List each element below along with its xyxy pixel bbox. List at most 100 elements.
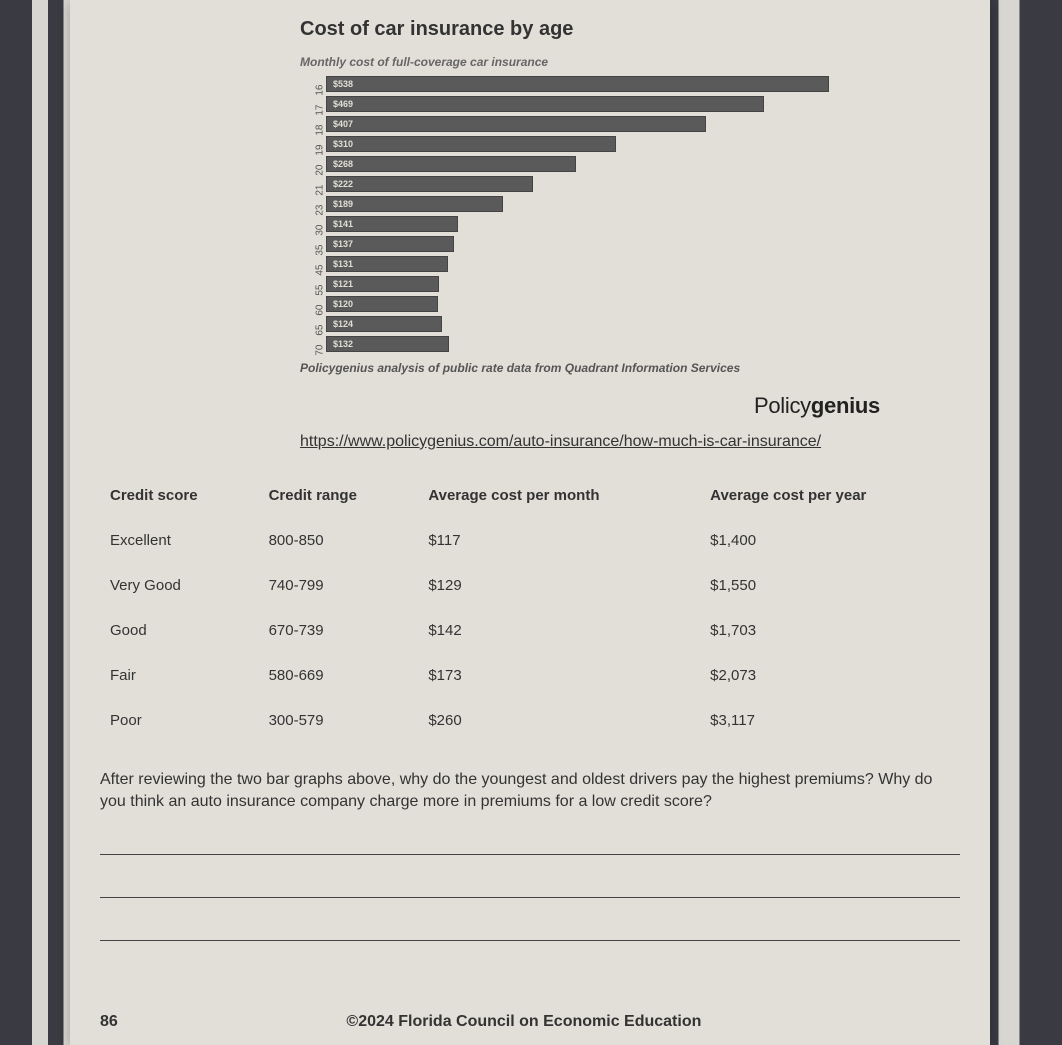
page-number: 86 bbox=[100, 1013, 118, 1031]
age-label: 18 bbox=[315, 124, 326, 144]
bar: $141 bbox=[326, 216, 458, 232]
page-footer: 86 ©2024 Florida Council on Economic Edu… bbox=[100, 1013, 960, 1031]
bar-value-label: $121 bbox=[333, 279, 353, 289]
table-cell: $142 bbox=[418, 608, 700, 653]
table-cell: $3,117 bbox=[700, 698, 960, 743]
bar: $121 bbox=[326, 276, 439, 292]
table-cell: $1,400 bbox=[700, 518, 960, 563]
table-cell: 740-799 bbox=[259, 563, 419, 608]
bar-row: 30$141 bbox=[300, 215, 840, 233]
age-label: 17 bbox=[315, 104, 326, 124]
table-cell: Excellent bbox=[100, 518, 259, 563]
bar: $538 bbox=[326, 76, 829, 92]
age-label: 35 bbox=[315, 244, 326, 264]
age-label: 16 bbox=[315, 84, 326, 104]
source-url[interactable]: https://www.policygenius.com/auto-insura… bbox=[300, 433, 821, 451]
bar: $222 bbox=[326, 176, 533, 192]
age-label: 20 bbox=[315, 164, 326, 184]
answer-line bbox=[100, 910, 960, 941]
bar-row: 23$189 bbox=[300, 195, 840, 213]
bar-value-label: $137 bbox=[333, 239, 353, 249]
bar-value-label: $131 bbox=[333, 259, 353, 269]
table-cell: Good bbox=[100, 608, 259, 653]
bar: $124 bbox=[326, 316, 442, 332]
table-cell: Poor bbox=[100, 698, 259, 743]
bar-value-label: $189 bbox=[333, 199, 353, 209]
bar: $268 bbox=[326, 156, 576, 172]
bar: $120 bbox=[326, 296, 438, 312]
table-cell: $1,550 bbox=[700, 563, 960, 608]
bar-value-label: $141 bbox=[333, 219, 353, 229]
bar-value-label: $407 bbox=[333, 119, 353, 129]
brand-logo: Policygenius bbox=[100, 393, 880, 419]
age-label: 70 bbox=[315, 344, 326, 364]
table-cell: 800-850 bbox=[259, 518, 419, 563]
answer-line bbox=[100, 824, 960, 855]
age-label: 21 bbox=[315, 184, 326, 204]
age-label: 45 bbox=[315, 264, 326, 284]
bar-row: 70$132 bbox=[300, 335, 840, 353]
bar-value-label: $538 bbox=[333, 79, 353, 89]
age-label: 30 bbox=[315, 224, 326, 244]
question-text: After reviewing the two bar graphs above… bbox=[100, 769, 960, 812]
age-label: 55 bbox=[315, 284, 326, 304]
brand-bold: genius bbox=[811, 393, 880, 418]
table-header: Average cost per month bbox=[418, 479, 700, 518]
table-row: Fair580-669$173$2,073 bbox=[100, 653, 960, 698]
copyright: ©2024 Florida Council on Economic Educat… bbox=[118, 1013, 930, 1031]
table-header: Average cost per year bbox=[700, 479, 960, 518]
bar-value-label: $469 bbox=[333, 99, 353, 109]
bar: $310 bbox=[326, 136, 616, 152]
bar-chart: 16$53817$46918$40719$31020$26821$22223$1… bbox=[300, 75, 840, 353]
bar: $407 bbox=[326, 116, 706, 132]
bar: $131 bbox=[326, 256, 448, 272]
age-label: 19 bbox=[315, 144, 326, 164]
bar-value-label: $120 bbox=[333, 299, 353, 309]
bar: $132 bbox=[326, 336, 449, 352]
bar-row: 17$469 bbox=[300, 95, 840, 113]
table-cell: 580-669 bbox=[259, 653, 419, 698]
bar-value-label: $124 bbox=[333, 319, 353, 329]
table-row: Poor300-579$260$3,117 bbox=[100, 698, 960, 743]
table-header: Credit range bbox=[259, 479, 419, 518]
table-row: Excellent800-850$117$1,400 bbox=[100, 518, 960, 563]
bar-row: 18$407 bbox=[300, 115, 840, 133]
chart-subtitle: Monthly cost of full-coverage car insura… bbox=[300, 55, 960, 69]
bar: $469 bbox=[326, 96, 764, 112]
age-label: 65 bbox=[315, 324, 326, 344]
bar-row: 20$268 bbox=[300, 155, 840, 173]
bar-row: 35$137 bbox=[300, 235, 840, 253]
table-cell: $173 bbox=[418, 653, 700, 698]
bar-row: 55$121 bbox=[300, 275, 840, 293]
bar-row: 45$131 bbox=[300, 255, 840, 273]
age-label: 60 bbox=[315, 304, 326, 324]
bar-value-label: $132 bbox=[333, 339, 353, 349]
credit-table: Credit scoreCredit rangeAverage cost per… bbox=[100, 479, 960, 743]
bar-value-label: $310 bbox=[333, 139, 353, 149]
table-row: Very Good740-799$129$1,550 bbox=[100, 563, 960, 608]
age-label: 23 bbox=[315, 204, 326, 224]
table-cell: 300-579 bbox=[259, 698, 419, 743]
table-cell: $117 bbox=[418, 518, 700, 563]
bar-row: 19$310 bbox=[300, 135, 840, 153]
bar: $137 bbox=[326, 236, 454, 252]
table-header: Credit score bbox=[100, 479, 259, 518]
bar: $189 bbox=[326, 196, 503, 212]
table-cell: Fair bbox=[100, 653, 259, 698]
table-cell: $129 bbox=[418, 563, 700, 608]
answer-line bbox=[100, 867, 960, 898]
table-row: Good670-739$142$1,703 bbox=[100, 608, 960, 653]
table-cell: Very Good bbox=[100, 563, 259, 608]
bar-row: 21$222 bbox=[300, 175, 840, 193]
table-cell: 670-739 bbox=[259, 608, 419, 653]
brand-light: Policy bbox=[754, 393, 811, 418]
chart-title: Cost of car insurance by age bbox=[300, 18, 960, 41]
bar-row: 60$120 bbox=[300, 295, 840, 313]
table-cell: $1,703 bbox=[700, 608, 960, 653]
table-cell: $260 bbox=[418, 698, 700, 743]
bar-value-label: $222 bbox=[333, 179, 353, 189]
bar-value-label: $268 bbox=[333, 159, 353, 169]
bar-row: 65$124 bbox=[300, 315, 840, 333]
worksheet-page: Cost of car insurance by age Monthly cos… bbox=[70, 0, 990, 1045]
table-cell: $2,073 bbox=[700, 653, 960, 698]
